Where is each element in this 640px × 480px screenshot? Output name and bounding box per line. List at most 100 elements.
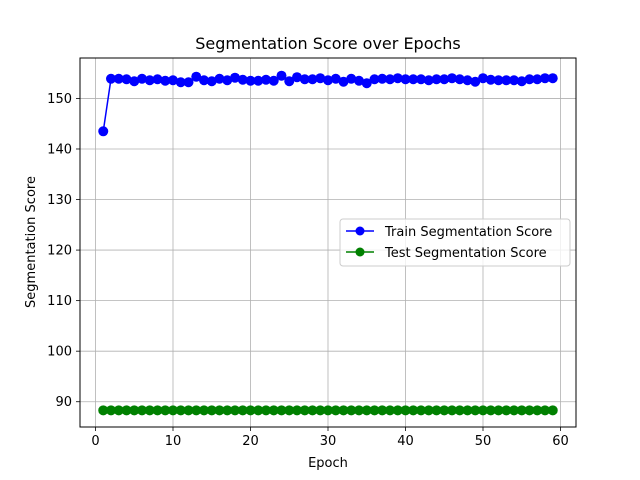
- test-data-point: [292, 405, 302, 416]
- test-data-point: [113, 405, 124, 416]
- test-data-point: [478, 405, 488, 416]
- test-data-point: [470, 405, 481, 416]
- train-data-point: [106, 73, 116, 84]
- legend-train-label: Train Segmentation Score: [384, 225, 552, 240]
- y-tick-label: 120: [47, 244, 72, 259]
- test-data-point: [323, 405, 333, 416]
- train-data-point: [284, 76, 295, 87]
- train-data-point: [338, 76, 349, 87]
- train-data-point: [447, 73, 457, 84]
- test-data-point: [315, 405, 326, 416]
- legend-test-label: Test Segmentation Score: [384, 246, 547, 261]
- test-data-point: [206, 405, 217, 416]
- test-data-point: [276, 405, 287, 416]
- y-tick-label: 90: [55, 395, 72, 410]
- test-data-point: [532, 405, 543, 416]
- legend-box: [339, 218, 571, 267]
- test-data-point: [307, 405, 318, 416]
- train-data-point: [137, 73, 147, 84]
- test-data-point: [408, 405, 419, 416]
- train-data-point: [516, 76, 527, 87]
- y-tick-label: 130: [47, 193, 72, 208]
- test-data-point: [268, 405, 279, 416]
- train-data-point: [493, 75, 504, 86]
- test-data-point: [261, 405, 271, 416]
- test-data-point: [462, 405, 473, 416]
- x-tick-label: 10: [165, 434, 182, 449]
- train-data-point: [237, 74, 248, 85]
- train-data-point: [462, 75, 473, 86]
- train-data-point: [431, 74, 442, 85]
- train-data-point: [354, 75, 364, 86]
- test-data-point: [524, 405, 535, 416]
- train-data-point: [485, 74, 496, 85]
- y-tick-label: 150: [47, 92, 72, 107]
- train-data-point: [532, 74, 543, 85]
- test-data-point: [369, 405, 380, 416]
- test-data-point: [245, 405, 256, 416]
- test-data-point: [516, 405, 527, 416]
- test-data-point: [144, 405, 155, 416]
- train-data-point: [191, 71, 202, 82]
- train-data-point: [439, 74, 450, 85]
- train-data-point: [253, 75, 264, 86]
- train-data-point: [346, 73, 357, 84]
- test-data-point: [330, 405, 341, 416]
- test-data-point: [284, 405, 295, 416]
- test-data-point: [423, 405, 434, 416]
- y-tick-label: 110: [47, 294, 72, 309]
- train-data-point: [183, 77, 194, 88]
- train-data-point: [299, 74, 310, 85]
- train-data-point: [470, 76, 481, 87]
- test-data-point: [175, 405, 186, 416]
- train-data-point: [416, 74, 426, 85]
- train-data-point: [144, 75, 155, 86]
- test-data-point: [98, 405, 109, 416]
- train-data-point: [160, 75, 171, 86]
- train-data-point: [377, 73, 388, 84]
- train-data-point: [98, 126, 109, 137]
- test-data-point: [416, 405, 426, 416]
- test-data-point: [346, 405, 357, 416]
- y-axis-label: Segmentation Score: [24, 176, 39, 308]
- test-data-point: [191, 405, 202, 416]
- train-data-point: [261, 74, 271, 85]
- train-data-point: [540, 73, 550, 84]
- x-tick-label: 30: [320, 434, 337, 449]
- test-data-point: [540, 405, 550, 416]
- train-data-point: [214, 73, 225, 84]
- test-data-point: [253, 405, 264, 416]
- test-data-point: [106, 405, 116, 416]
- test-data-point: [493, 405, 504, 416]
- test-data-point: [160, 405, 171, 416]
- train-data-point: [385, 74, 395, 85]
- test-data-point: [385, 405, 395, 416]
- test-data-point: [338, 405, 349, 416]
- train-data-point: [268, 75, 279, 86]
- train-data-point: [276, 70, 287, 81]
- train-data-point: [547, 73, 558, 84]
- train-data-point: [454, 74, 465, 85]
- test-data-point: [152, 405, 163, 416]
- train-data-point: [524, 74, 535, 85]
- train-data-point: [129, 76, 140, 87]
- test-data-point: [299, 405, 310, 416]
- train-data-point: [408, 74, 419, 85]
- test-data-point: [222, 405, 233, 416]
- test-data-point: [485, 405, 496, 416]
- test-data-point: [431, 405, 442, 416]
- test-data-point: [129, 405, 140, 416]
- x-tick-label: 20: [242, 434, 259, 449]
- train-data-point: [292, 72, 302, 83]
- test-data-point: [199, 405, 209, 416]
- y-tick-label: 100: [47, 345, 72, 360]
- train-data-point: [245, 75, 256, 86]
- train-data-point: [315, 73, 326, 84]
- test-data-point: [439, 405, 450, 416]
- train-data-point: [152, 74, 163, 85]
- legend-train-marker: [355, 226, 365, 236]
- test-series: [98, 405, 558, 416]
- test-data-point: [377, 405, 388, 416]
- train-data-point: [423, 75, 434, 86]
